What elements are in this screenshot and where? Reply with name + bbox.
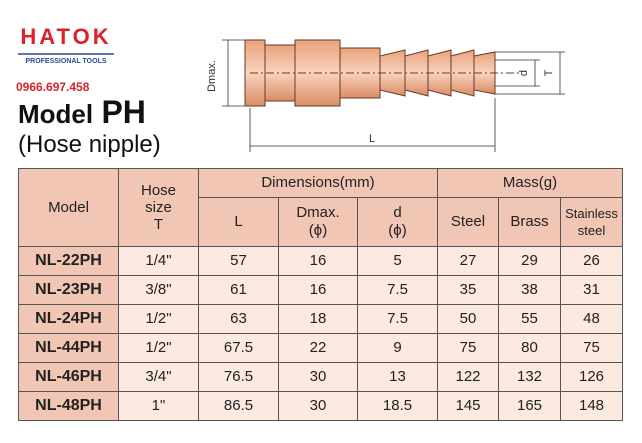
value-cell: 7.5 <box>357 275 438 305</box>
header-cell: d (ϕ) <box>357 197 438 247</box>
value-cell: 35 <box>437 275 499 305</box>
value-cell: 122 <box>437 362 499 392</box>
model-cell: NL-44PH <box>18 333 119 363</box>
value-cell: 5 <box>357 246 438 276</box>
value-cell: 1" <box>118 391 199 421</box>
model-cell: NL-46PH <box>18 362 119 392</box>
value-cell: 80 <box>498 333 561 363</box>
value-cell: 16 <box>278 246 358 276</box>
value-cell: 13 <box>357 362 438 392</box>
spec-table: Model Hose size T Dimensions(mm) Mass(g)… <box>18 168 623 421</box>
header-cell: Hose size T <box>118 168 199 247</box>
table-row: NL-48PH 1" 86.5 30 18.5 145 165 148 <box>18 391 623 421</box>
header-cell: Brass <box>498 197 561 247</box>
table-row: NL-23PH 3/8" 61 16 7.5 35 38 31 <box>18 275 623 305</box>
value-cell: 38 <box>498 275 561 305</box>
t-label: T <box>543 69 555 76</box>
logo-text: HATOK <box>20 24 111 49</box>
header-cell: L <box>198 197 279 247</box>
value-cell: 9 <box>357 333 438 363</box>
value-cell: 3/4" <box>118 362 199 392</box>
value-cell: 50 <box>437 304 499 334</box>
header-cell: Dmax. (ϕ) <box>278 197 358 247</box>
value-cell: 55 <box>498 304 561 334</box>
value-cell: 75 <box>560 333 623 363</box>
title: Model PH <box>18 94 146 131</box>
value-cell: 1/2" <box>118 304 199 334</box>
value-cell: 7.5 <box>357 304 438 334</box>
d-label: d <box>518 70 530 76</box>
value-cell: 30 <box>278 391 358 421</box>
header-cell: Steel <box>437 197 499 247</box>
value-cell: 132 <box>498 362 561 392</box>
value-cell: 67.5 <box>198 333 279 363</box>
phone: 0966.697.458 <box>16 80 90 94</box>
logo-tagline: PROFESSIONAL TOOLS <box>25 58 106 65</box>
model-cell: NL-23PH <box>18 275 119 305</box>
value-cell: 75 <box>437 333 499 363</box>
value-cell: 3/8" <box>118 275 199 305</box>
table-row: NL-44PH 1/2" 67.5 22 9 75 80 75 <box>18 333 623 363</box>
value-cell: 18.5 <box>357 391 438 421</box>
value-cell: 63 <box>198 304 279 334</box>
value-cell: 148 <box>560 391 623 421</box>
value-cell: 18 <box>278 304 358 334</box>
value-cell: 86.5 <box>198 391 279 421</box>
model-cell: NL-22PH <box>18 246 119 276</box>
value-cell: 1/4" <box>118 246 199 276</box>
value-cell: 48 <box>560 304 623 334</box>
logo: HATOK PROFESSIONAL TOOLS <box>12 20 120 70</box>
header-cell: Stainless steel <box>560 197 623 247</box>
diagram: Dmax. L d T <box>206 39 565 152</box>
value-cell: 22 <box>278 333 358 363</box>
value-cell: 61 <box>198 275 279 305</box>
model-cell: NL-24PH <box>18 304 119 334</box>
value-cell: 126 <box>560 362 623 392</box>
value-cell: 57 <box>198 246 279 276</box>
dmax-label: Dmax. <box>206 60 218 92</box>
header-cell: Mass(g) <box>437 168 623 198</box>
subtitle: (Hose nipple) <box>18 131 161 158</box>
title-model: PH <box>101 94 146 130</box>
l-label: L <box>369 133 375 145</box>
value-cell: 26 <box>560 246 623 276</box>
value-cell: 1/2" <box>118 333 199 363</box>
value-cell: 16 <box>278 275 358 305</box>
model-cell: NL-48PH <box>18 391 119 421</box>
value-cell: 30 <box>278 362 358 392</box>
value-cell: 165 <box>498 391 561 421</box>
value-cell: 76.5 <box>198 362 279 392</box>
header-cell: Dimensions(mm) <box>198 168 438 198</box>
table-row: NL-46PH 3/4" 76.5 30 13 122 132 126 <box>18 362 623 392</box>
table-row: NL-24PH 1/2" 63 18 7.5 50 55 48 <box>18 304 623 334</box>
value-cell: 29 <box>498 246 561 276</box>
value-cell: 31 <box>560 275 623 305</box>
table-row: NL-22PH 1/4" 57 16 5 27 29 26 <box>18 246 623 276</box>
title-prefix: Model <box>18 99 94 129</box>
header-cell: Model <box>18 168 119 247</box>
value-cell: 27 <box>437 246 499 276</box>
value-cell: 145 <box>437 391 499 421</box>
